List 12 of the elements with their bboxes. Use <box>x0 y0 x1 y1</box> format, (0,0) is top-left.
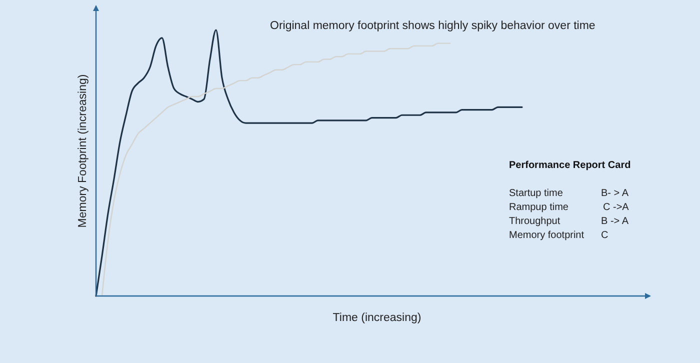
annotation: Throughput <box>509 216 560 227</box>
annotation: C <box>601 230 608 241</box>
annotation: B- > A <box>601 188 629 199</box>
annotation: Performance Report Card <box>509 160 631 171</box>
annotation: Startup time <box>509 188 564 199</box>
annotation: C ->A <box>603 202 630 213</box>
x-axis-title: Time (increasing) <box>332 312 422 324</box>
annotation: B -> A <box>601 216 629 227</box>
y-axis-title: Memory Footprint (increasing) <box>77 74 89 228</box>
chart-title: Original memory footprint shows highly spiky behavior over time <box>270 20 596 32</box>
annotation: Rampup time <box>509 202 569 213</box>
annotation: Memory footprint <box>509 230 584 241</box>
